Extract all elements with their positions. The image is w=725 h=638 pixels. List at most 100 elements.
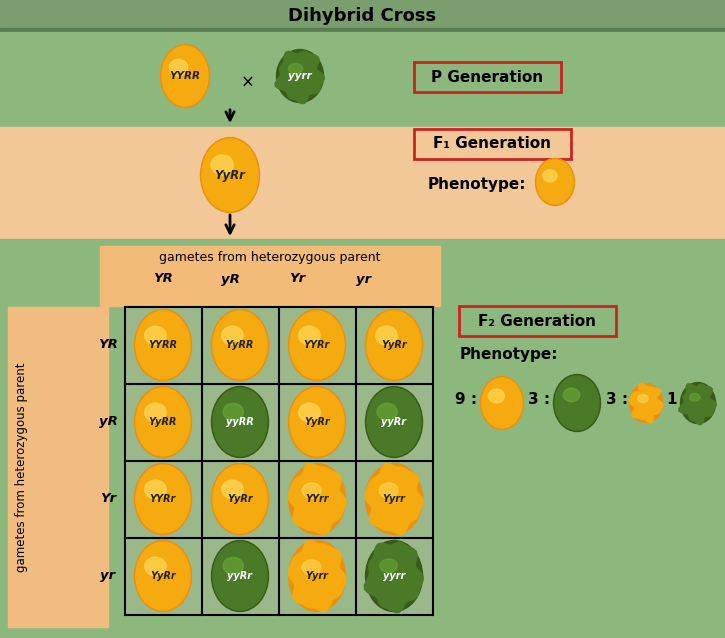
Ellipse shape bbox=[290, 388, 344, 456]
Bar bbox=[125, 461, 202, 538]
Ellipse shape bbox=[213, 542, 267, 610]
Text: yr: yr bbox=[101, 570, 115, 582]
Ellipse shape bbox=[145, 403, 166, 422]
Text: YyRR: YyRR bbox=[149, 417, 177, 427]
Text: Dihybrid Cross: Dihybrid Cross bbox=[288, 7, 436, 25]
Text: F₁ Generation: F₁ Generation bbox=[433, 137, 551, 151]
Text: Yyrr: Yyrr bbox=[383, 494, 405, 504]
Ellipse shape bbox=[213, 388, 267, 456]
Bar bbox=[202, 538, 279, 615]
Text: yyrr: yyrr bbox=[383, 571, 405, 581]
Ellipse shape bbox=[481, 376, 523, 429]
Ellipse shape bbox=[376, 326, 397, 345]
Bar bbox=[356, 384, 433, 461]
Ellipse shape bbox=[553, 375, 600, 431]
Ellipse shape bbox=[367, 388, 421, 456]
Text: 1: 1 bbox=[666, 392, 676, 408]
Ellipse shape bbox=[136, 465, 190, 533]
Bar bbox=[8, 307, 108, 627]
Text: yR: yR bbox=[99, 415, 117, 429]
Bar bbox=[279, 384, 356, 461]
Text: Phenotype:: Phenotype: bbox=[460, 348, 558, 362]
Text: YyRr: YyRr bbox=[227, 494, 253, 504]
Ellipse shape bbox=[135, 540, 191, 611]
Ellipse shape bbox=[136, 388, 190, 456]
Text: Phenotype:: Phenotype: bbox=[428, 177, 526, 193]
Ellipse shape bbox=[302, 483, 321, 498]
Ellipse shape bbox=[367, 311, 421, 379]
Text: YyRr: YyRr bbox=[215, 168, 246, 181]
Bar bbox=[279, 461, 356, 538]
Ellipse shape bbox=[222, 326, 244, 345]
Ellipse shape bbox=[223, 403, 244, 420]
Text: yR: yR bbox=[220, 272, 239, 285]
Ellipse shape bbox=[135, 309, 191, 380]
Text: yyrr: yyrr bbox=[288, 71, 312, 81]
Ellipse shape bbox=[681, 383, 716, 424]
Ellipse shape bbox=[136, 311, 190, 379]
Ellipse shape bbox=[202, 139, 258, 211]
Polygon shape bbox=[679, 383, 716, 425]
Ellipse shape bbox=[212, 387, 268, 457]
Text: YyRr: YyRr bbox=[150, 571, 175, 581]
Text: yyRr: yyRr bbox=[228, 571, 252, 581]
Bar bbox=[100, 246, 440, 306]
Ellipse shape bbox=[213, 465, 267, 533]
Polygon shape bbox=[288, 540, 346, 611]
Ellipse shape bbox=[543, 170, 557, 182]
Ellipse shape bbox=[135, 463, 191, 535]
Ellipse shape bbox=[365, 387, 423, 457]
Text: YYRR: YYRR bbox=[170, 71, 201, 81]
Text: 3 :: 3 : bbox=[528, 392, 550, 408]
Ellipse shape bbox=[276, 50, 323, 103]
Bar bbox=[0, 127, 725, 239]
Text: F₂ Generation: F₂ Generation bbox=[478, 313, 596, 329]
Polygon shape bbox=[288, 463, 346, 535]
Ellipse shape bbox=[289, 309, 346, 380]
Bar bbox=[356, 461, 433, 538]
Ellipse shape bbox=[377, 403, 397, 420]
Text: Yyrr: Yyrr bbox=[305, 571, 328, 581]
Ellipse shape bbox=[212, 309, 268, 380]
Bar bbox=[356, 307, 433, 384]
Ellipse shape bbox=[299, 326, 320, 345]
Bar bbox=[202, 384, 279, 461]
Ellipse shape bbox=[365, 463, 423, 535]
Ellipse shape bbox=[145, 480, 166, 499]
Ellipse shape bbox=[212, 540, 268, 611]
Ellipse shape bbox=[555, 376, 599, 430]
Ellipse shape bbox=[290, 311, 344, 379]
Ellipse shape bbox=[162, 46, 208, 106]
Ellipse shape bbox=[212, 463, 268, 535]
Ellipse shape bbox=[638, 394, 648, 403]
Text: Yr: Yr bbox=[289, 272, 305, 285]
Ellipse shape bbox=[380, 559, 397, 572]
Text: yr: yr bbox=[357, 272, 371, 285]
Ellipse shape bbox=[289, 540, 346, 611]
Ellipse shape bbox=[536, 158, 574, 205]
Ellipse shape bbox=[379, 483, 398, 498]
Text: Yr: Yr bbox=[100, 493, 116, 505]
Text: YR: YR bbox=[153, 272, 173, 285]
Polygon shape bbox=[364, 542, 423, 612]
Bar bbox=[202, 307, 279, 384]
Ellipse shape bbox=[160, 45, 210, 107]
Ellipse shape bbox=[145, 326, 166, 345]
Text: 9 :: 9 : bbox=[455, 392, 477, 408]
Ellipse shape bbox=[136, 542, 190, 610]
Ellipse shape bbox=[135, 387, 191, 457]
Ellipse shape bbox=[563, 388, 580, 402]
Text: YyRR: YyRR bbox=[225, 340, 254, 350]
Text: YYRr: YYRr bbox=[304, 340, 330, 350]
Ellipse shape bbox=[629, 383, 663, 422]
Text: YyRr: YyRr bbox=[304, 417, 330, 427]
Text: yyRR: yyRR bbox=[226, 417, 254, 427]
Ellipse shape bbox=[365, 309, 423, 380]
Ellipse shape bbox=[289, 463, 346, 535]
Ellipse shape bbox=[537, 160, 573, 204]
Text: YyRr: YyRr bbox=[381, 340, 407, 350]
Bar bbox=[279, 538, 356, 615]
Ellipse shape bbox=[211, 155, 233, 175]
Text: YYRr: YYRr bbox=[150, 494, 176, 504]
Text: YR: YR bbox=[98, 339, 118, 352]
